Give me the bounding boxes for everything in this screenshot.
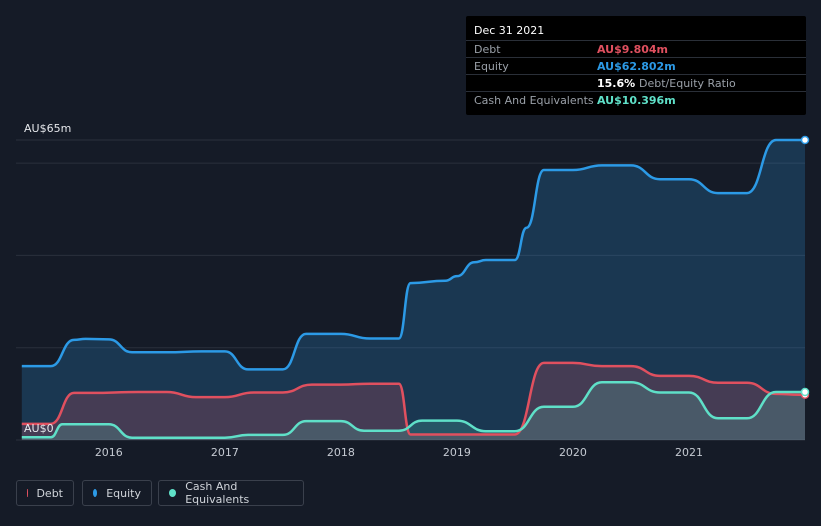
tooltip-row-ratio: 15.6% Debt/Equity Ratio (466, 74, 806, 92)
legend-equity-dot (93, 489, 98, 497)
cash-area (21, 382, 806, 440)
legend-equity[interactable]: Equity (82, 480, 152, 506)
equity-line (21, 138, 805, 371)
y-axis-min-label: AU$0 (24, 422, 54, 435)
grid-lines (16, 139, 805, 441)
tooltip-ratio-label: Debt/Equity Ratio (639, 77, 736, 90)
x-tick-label: 2017 (211, 446, 239, 459)
cash-endpoint (800, 387, 810, 397)
tooltip-date: Dec 31 2021 (474, 24, 545, 37)
legend-debt[interactable]: Debt (16, 480, 74, 506)
x-tick-label: 2020 (559, 446, 587, 459)
series-areas (21, 140, 806, 440)
tooltip-cash-label: Cash And Equivalents (474, 94, 594, 107)
x-tick-label: 2016 (95, 446, 123, 459)
legend-debt-label: Debt (36, 486, 63, 500)
cash-line (21, 381, 805, 439)
legend-cash[interactable]: Cash And Equivalents (158, 480, 304, 506)
tooltip-equity-value: AU$62.802m (597, 60, 676, 73)
x-axis-ticks: 2016 2017 2018 2019 2020 2021 (95, 446, 703, 459)
x-tick-label: 2019 (443, 446, 471, 459)
legend-equity-label: Equity (106, 486, 141, 500)
series-lines (21, 138, 805, 439)
tooltip-ratio-value: 15.6% (597, 77, 636, 90)
equity-endpoint (800, 135, 810, 145)
tooltip-cash-value: AU$10.396m (597, 94, 676, 107)
tooltip-row-cash: Cash And Equivalents AU$10.396m (466, 91, 806, 109)
legend-cash-dot (169, 489, 177, 497)
data-tooltip: Dec 31 2021 Debt AU$9.804m Equity AU$62.… (466, 16, 806, 115)
tooltip-debt-value: AU$9.804m (597, 43, 669, 56)
series-endpoints (800, 135, 810, 400)
tooltip-equity-label: Equity (474, 60, 509, 73)
tooltip-row-debt: Debt AU$9.804m (466, 40, 806, 58)
tooltip-row-equity: Equity AU$62.802m (466, 57, 806, 75)
debt-line (21, 361, 805, 436)
x-tick-label: 2018 (327, 446, 355, 459)
legend-cash-label: Cash And Equivalents (185, 480, 250, 506)
tooltip-debt-label: Debt (474, 43, 501, 56)
y-axis-max-label: AU$65m (24, 122, 71, 135)
tooltip-ratio: 15.6% Debt/Equity Ratio (597, 77, 736, 90)
x-tick-label: 2021 (675, 446, 703, 459)
